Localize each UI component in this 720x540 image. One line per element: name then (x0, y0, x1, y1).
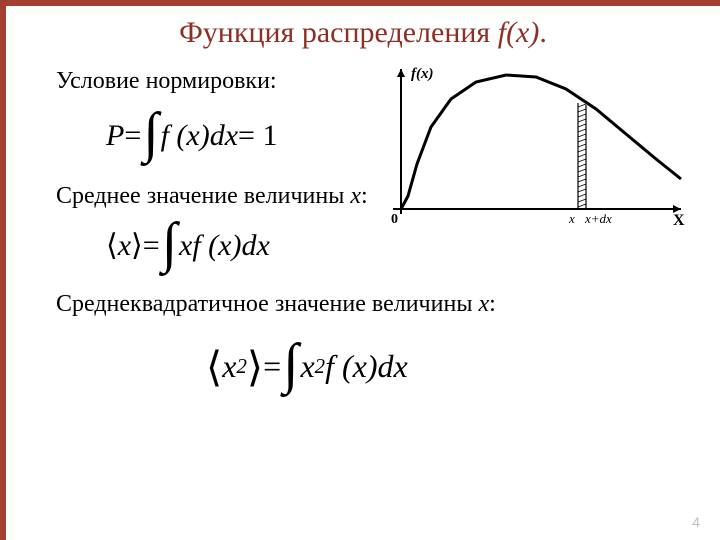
section-rms: Среднеквадратичное значение величины x: (56, 291, 690, 318)
f3-eq: = (263, 348, 281, 385)
integral-sign: ∫ (162, 227, 177, 261)
section1-text: Условие нормировки: (56, 68, 277, 94)
svg-text:0: 0 (391, 212, 398, 227)
angle-l-big: ⟨ (206, 342, 222, 391)
graph-svg: f(x) 0 x x+dx X (381, 64, 691, 229)
formula-mean: ⟨x⟩ = ∫ xf (x)dx (106, 228, 690, 263)
formula-rms: ⟨x2⟩ = ∫ x2 f (x)dx (206, 342, 690, 391)
f1-lhs: P (106, 119, 124, 153)
f2-eq: = (143, 229, 160, 263)
f2-lhs: x (118, 229, 131, 263)
title-fx: f(x) (498, 16, 540, 49)
svg-text:X: X (673, 212, 685, 229)
svg-text:f(x): f(x) (411, 66, 434, 82)
integral-sign: ∫ (283, 348, 298, 382)
section3-var: x (478, 291, 489, 317)
svg-text:x: x (568, 211, 575, 226)
f2-rhs: xf (x)dx (179, 229, 270, 263)
angle-r-big: ⟩ (247, 342, 263, 391)
section3-colon: : (489, 291, 496, 317)
title-dot: . (539, 16, 547, 49)
f3-lhs-base: x (222, 348, 236, 385)
slide-title: Функция распределения f(x). (6, 16, 720, 50)
svg-text:x+dx: x+dx (584, 211, 612, 226)
f3-rhs-pre: x (300, 348, 314, 385)
f3-rhs-post: f (x)dx (325, 348, 408, 385)
f1-eq: = (124, 119, 141, 153)
f1-rhs: f (x)dx (161, 119, 238, 153)
slide: Функция распределения f(x). Условие норм… (0, 0, 720, 540)
angle-l: ⟨ (106, 228, 118, 263)
title-main: Функция распределения (179, 16, 498, 49)
distribution-graph: f(x) 0 x x+dx X (381, 64, 691, 229)
angle-r: ⟩ (131, 228, 143, 263)
f1-eq2: = 1 (238, 119, 277, 153)
section3-text: Среднеквадратичное значение величины (56, 291, 478, 317)
section2-var: x (350, 183, 361, 209)
section2-text: Среднее значение величины (56, 183, 350, 209)
integral-sign: ∫ (143, 117, 158, 151)
page-number: 4 (692, 514, 700, 530)
section2-colon: : (361, 183, 368, 209)
